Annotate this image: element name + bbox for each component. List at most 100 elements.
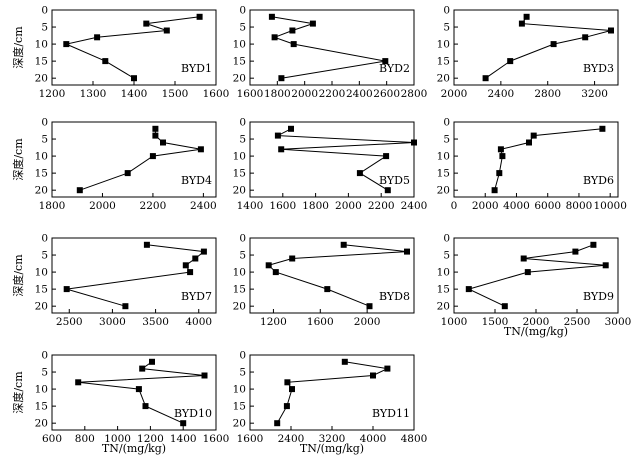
x-tick-label: 10000 bbox=[593, 200, 626, 212]
data-point bbox=[290, 41, 297, 48]
data-point bbox=[572, 248, 579, 255]
data-point bbox=[465, 286, 472, 293]
data-point bbox=[289, 27, 296, 34]
x-tick-label: 1000 bbox=[104, 433, 131, 445]
data-point bbox=[200, 248, 207, 255]
x-tick-label: 2500 bbox=[564, 316, 591, 328]
x-tick-label: 2200 bbox=[140, 200, 167, 212]
data-point bbox=[180, 420, 187, 427]
x-tick-label: 1200 bbox=[260, 316, 287, 328]
x-tick-label: 1400 bbox=[237, 200, 264, 212]
x-tick-label: 1600 bbox=[237, 433, 264, 445]
data-point bbox=[272, 269, 279, 276]
x-tick-label: 3200 bbox=[581, 88, 608, 100]
site-label: BYD2 bbox=[379, 62, 410, 75]
y-tick-label: 15 bbox=[437, 56, 450, 68]
y-tick-label: 10 bbox=[233, 267, 246, 279]
y-tick-label: 5 bbox=[41, 134, 48, 146]
site-label: BYD8 bbox=[379, 290, 410, 303]
y-tick-label: 10 bbox=[35, 384, 48, 396]
x-tick-label: 1500 bbox=[482, 316, 509, 328]
x-tick-label: 1800 bbox=[302, 200, 329, 212]
x-tick-label: 2600 bbox=[373, 88, 400, 100]
y-tick-label: 15 bbox=[233, 56, 246, 68]
site-label: BYD3 bbox=[583, 62, 614, 75]
x-tick-label: 3000 bbox=[605, 316, 632, 328]
data-point bbox=[524, 269, 531, 276]
x-tick-label: 2800 bbox=[401, 88, 428, 100]
data-point bbox=[411, 139, 417, 146]
y-tick-label: 0 bbox=[239, 350, 246, 362]
data-point bbox=[283, 403, 290, 410]
data-point bbox=[274, 420, 281, 427]
y-tick-label: 10 bbox=[35, 151, 48, 163]
data-point bbox=[499, 153, 506, 160]
site-label: BYD11 bbox=[372, 407, 410, 420]
data-point bbox=[590, 241, 597, 248]
data-point bbox=[124, 170, 131, 177]
y-tick-label: 20 bbox=[233, 185, 246, 197]
y-tick-label: 5 bbox=[41, 250, 48, 262]
y-tick-label: 20 bbox=[437, 301, 450, 313]
data-point bbox=[143, 20, 150, 27]
x-tick-label: 2400 bbox=[401, 200, 428, 212]
data-point bbox=[404, 248, 410, 255]
data-point bbox=[496, 170, 503, 177]
y-axis-title: 深度/cm bbox=[11, 138, 25, 181]
y-tick-label: 5 bbox=[239, 134, 246, 146]
x-tick-label: 1400 bbox=[170, 433, 197, 445]
data-point bbox=[152, 132, 159, 139]
x-tick-label: 2000 bbox=[291, 88, 318, 100]
panel-byd5: 0 5 10 15 20 1400 1600 1800 2000 2200 2400 BYD5 bbox=[233, 117, 428, 213]
data-point bbox=[550, 41, 557, 48]
panel-byd4: 0 5 10 15 20 1800 2000 2200 2400 BYD4 深度/cm bbox=[11, 117, 217, 213]
y-tick-label: 20 bbox=[233, 73, 246, 85]
y-tick-label: 0 bbox=[41, 5, 48, 17]
site-label: BYD4 bbox=[181, 174, 212, 187]
x-tick-label: 2000 bbox=[335, 200, 362, 212]
x-tick-label: 1400 bbox=[121, 88, 148, 100]
x-tick-label: 2000 bbox=[523, 316, 550, 328]
data-point bbox=[366, 303, 373, 310]
x-tick-label: 1200 bbox=[39, 88, 66, 100]
y-axis-title: 深度/cm bbox=[11, 26, 25, 69]
data-point bbox=[530, 132, 537, 139]
y-tick-label: 5 bbox=[443, 250, 450, 262]
plot-frame bbox=[453, 9, 619, 86]
x-tick-label: 4000 bbox=[360, 433, 387, 445]
y-tick-label: 10 bbox=[35, 39, 48, 51]
data-point bbox=[599, 125, 606, 132]
y-tick-label: 15 bbox=[35, 168, 48, 180]
data-point bbox=[122, 303, 129, 310]
x-tick-label: 2800 bbox=[534, 88, 561, 100]
y-tick-label: 0 bbox=[41, 350, 48, 362]
data-point bbox=[278, 75, 285, 82]
y-tick-label: 10 bbox=[437, 267, 450, 279]
plot-frame bbox=[453, 121, 619, 198]
y-tick-label: 20 bbox=[35, 73, 48, 85]
series-line bbox=[271, 16, 386, 79]
data-point bbox=[523, 13, 530, 20]
y-tick-label: 20 bbox=[233, 418, 246, 430]
y-tick-label: 5 bbox=[443, 134, 450, 146]
data-point bbox=[520, 255, 527, 262]
data-point bbox=[289, 255, 296, 262]
x-tick-label: 2200 bbox=[319, 88, 346, 100]
x-tick-label: 1600 bbox=[203, 433, 230, 445]
data-point bbox=[518, 20, 525, 27]
y-tick-label: 10 bbox=[233, 39, 246, 51]
x-tick-label: 1600 bbox=[203, 88, 230, 100]
x-axis-title: TN/(mg/kg) bbox=[300, 442, 364, 455]
y-tick-label: 20 bbox=[437, 185, 450, 197]
x-tick-label: 4000 bbox=[185, 316, 212, 328]
y-axis-title: 深度/cm bbox=[11, 371, 25, 414]
x-tick-label: 1200 bbox=[137, 433, 164, 445]
y-tick-label: 10 bbox=[437, 39, 450, 51]
data-point bbox=[526, 139, 532, 146]
data-point bbox=[160, 139, 166, 146]
data-point bbox=[135, 386, 142, 393]
data-point bbox=[309, 20, 316, 27]
plot-frame bbox=[249, 121, 415, 198]
x-tick-label: 1800 bbox=[39, 200, 66, 212]
